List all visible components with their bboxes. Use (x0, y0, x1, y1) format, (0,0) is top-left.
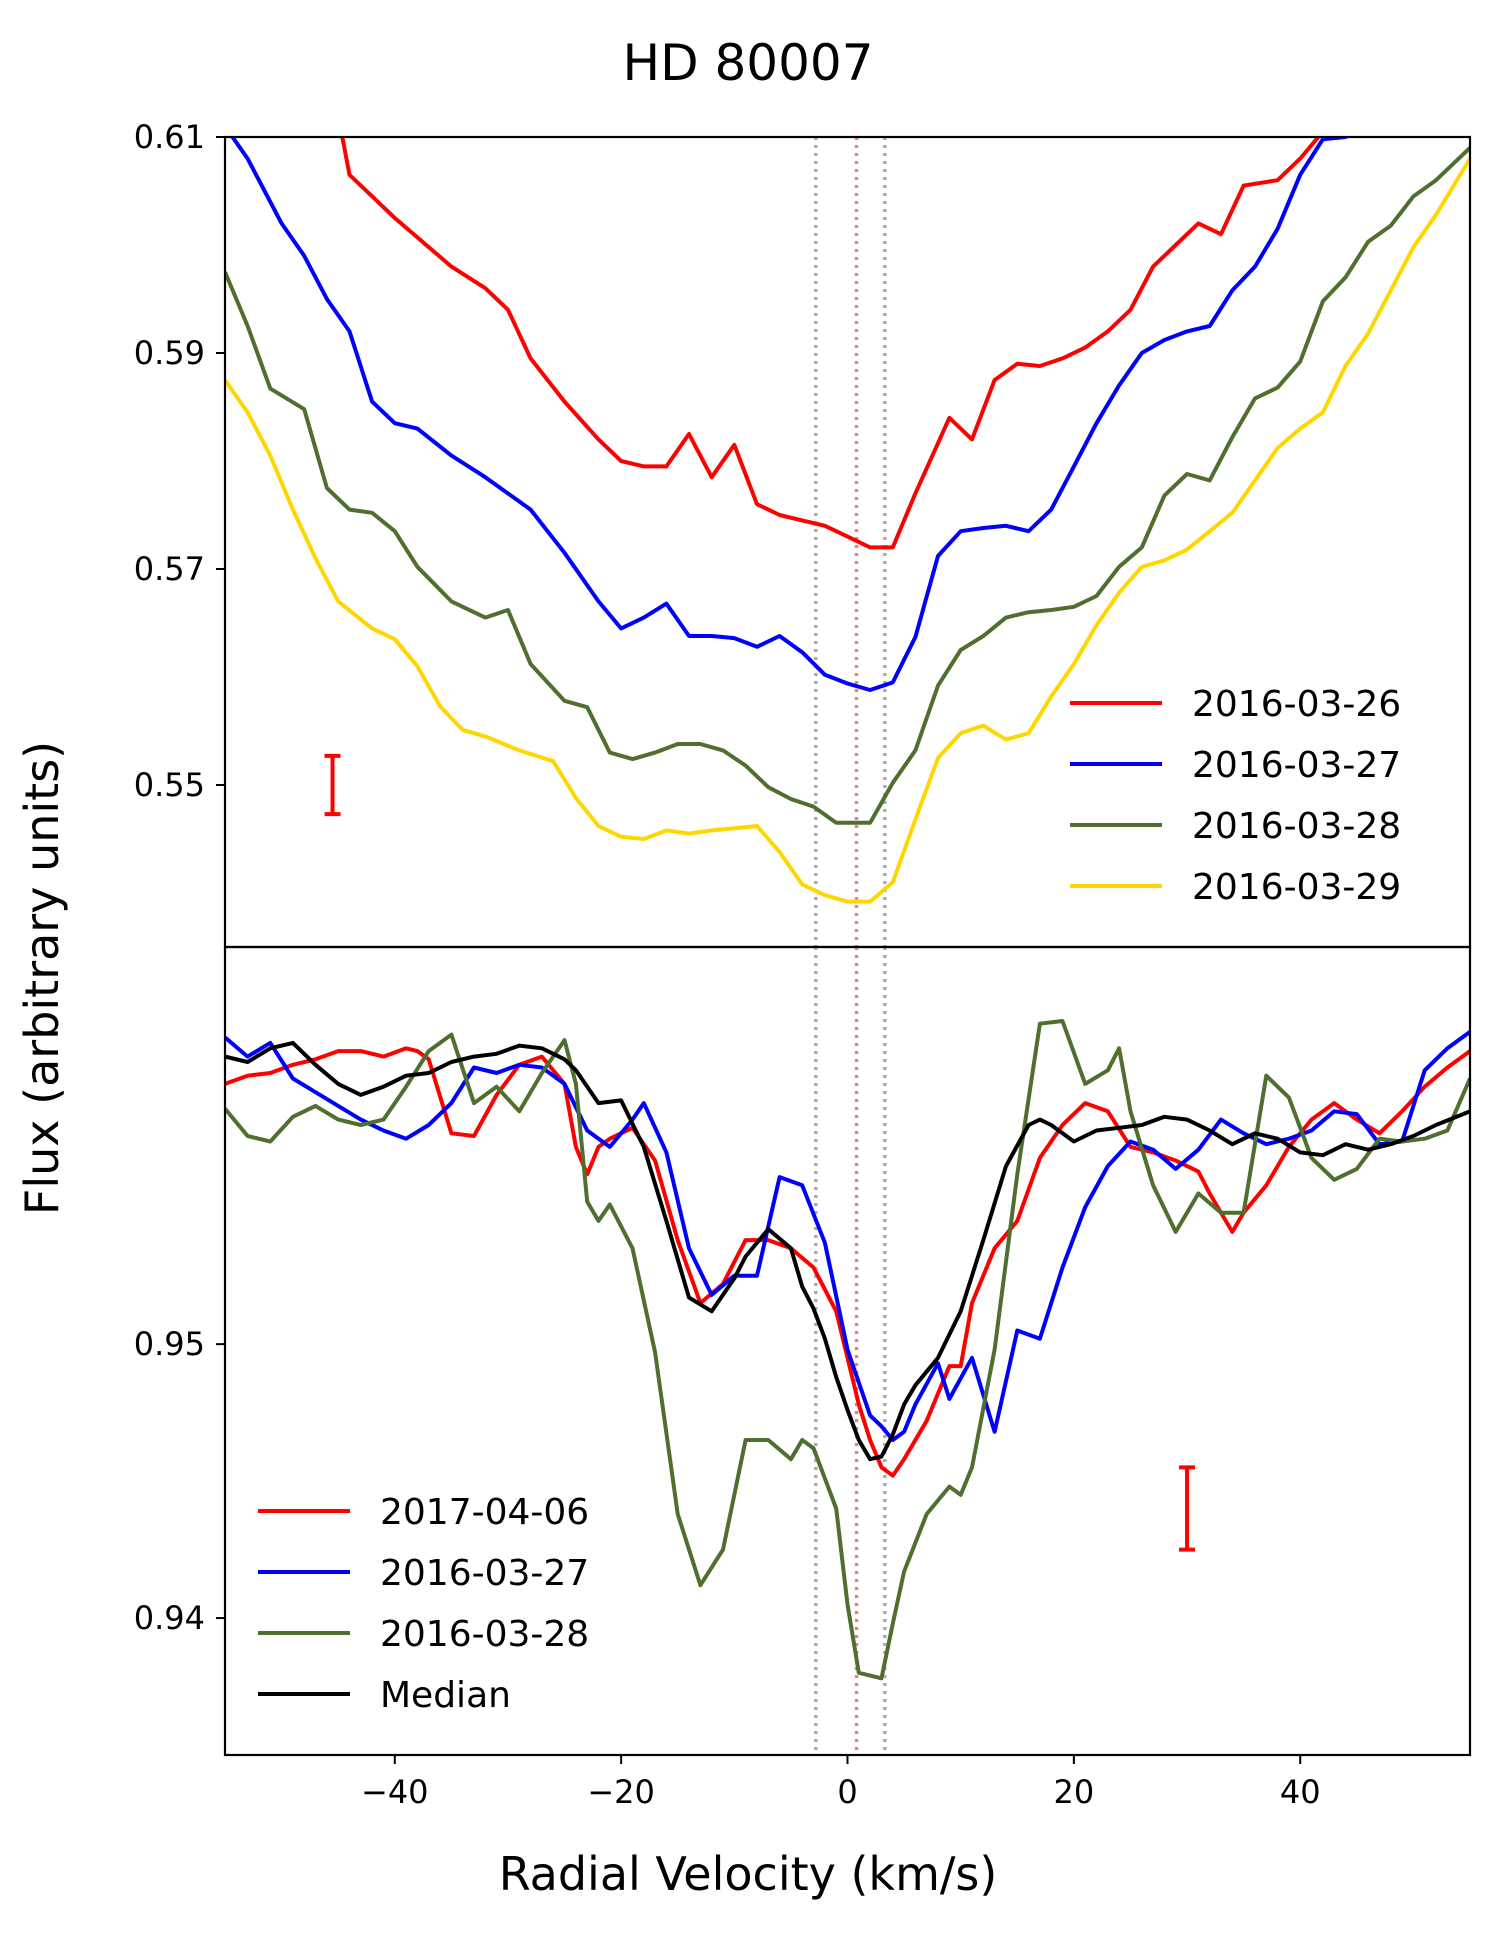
x-tick-label: 20 (1054, 1773, 1095, 1811)
top-series-2016-03-28-line (225, 146, 1470, 825)
legend-label-3: 2016-03-29 (1192, 867, 1401, 908)
top-legend: 2016-03-26 2016-03-27 2016-03-28 2016-03-29 (1070, 684, 1401, 908)
top-series-2016-03-29-line (225, 157, 1470, 904)
top-y-tick-label: 0.57 (134, 550, 205, 588)
bottom-series-median-line (225, 1040, 1470, 1462)
bottom-series-2017-04-06-line (225, 1046, 1470, 1478)
legend-label-3: Median (380, 1675, 511, 1716)
x-axis-label: Radial Velocity (km/s) (499, 1847, 998, 1901)
top-series-group (225, 137, 1470, 904)
top-series-2016-03-27-line (230, 137, 1351, 692)
top-panel: 0.550.570.590.612016-03-262016-03-272016… (134, 118, 1472, 949)
plot-panels: 0.550.570.590.612016-03-262016-03-272016… (134, 118, 1472, 1811)
x-tick-label: −40 (361, 1773, 429, 1811)
x-tick-label: 40 (1280, 1773, 1321, 1811)
bottom-legend: 2017-04-06 2016-03-27 2016-03-28 Median (258, 1492, 589, 1716)
bottom-series-group (225, 1019, 1470, 1681)
bottom-y-tick-label: 0.94 (134, 1599, 205, 1637)
bottom-panel: 0.94 0.95 2017-04-06 2016-03-27 2016-03-28 Me… (134, 945, 1472, 1757)
top-y-tick-label: 0.59 (134, 334, 205, 372)
top-error-bar (324, 753, 341, 817)
legend-label-1: 2016-03-27 (380, 1553, 589, 1594)
bottom-series-2016-03-28-line (225, 1019, 1470, 1681)
top-y-tick-label: 0.55 (134, 766, 205, 804)
y-axis-label: Flux (arbitrary units) (15, 741, 69, 1215)
bottom-error-bar (1179, 1465, 1196, 1552)
top-series-2016-03-26-line (340, 137, 1321, 550)
legend-label-1: 2016-03-27 (1192, 745, 1401, 786)
bottom-y-tick-label: 0.95 (134, 1325, 205, 1363)
legend-label-2: 2016-03-28 (380, 1614, 589, 1655)
legend-label-0: 2016-03-26 (1192, 684, 1401, 725)
legend-label-0: 2017-04-06 (380, 1492, 589, 1533)
legend-label-2: 2016-03-28 (1192, 806, 1401, 847)
chart-title: HD 80007 (622, 34, 873, 92)
top-y-tick-label: 0.61 (134, 118, 205, 156)
x-tick-label: 0 (837, 1773, 857, 1811)
x-tick-label: −20 (587, 1773, 655, 1811)
